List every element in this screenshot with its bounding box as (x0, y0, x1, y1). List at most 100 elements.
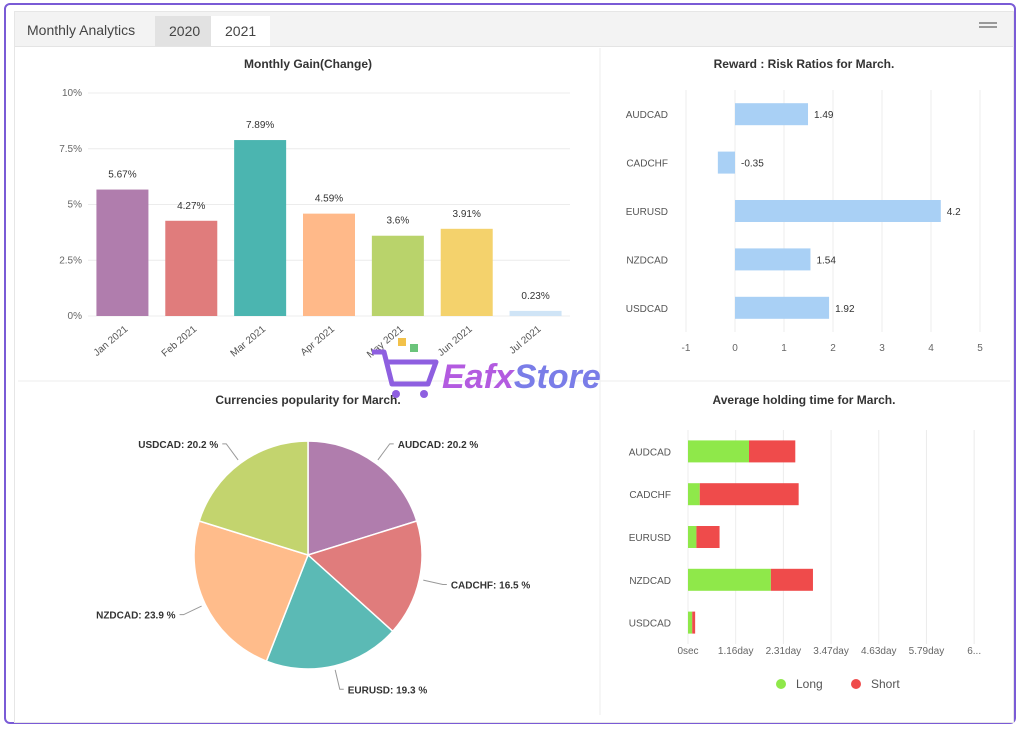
legend-label: Short (871, 677, 900, 691)
x-tick-label: 1.16day (718, 646, 754, 657)
bar (735, 200, 941, 222)
bar (735, 296, 830, 319)
bar (509, 310, 562, 316)
bar-value-label: 1.92 (835, 304, 855, 315)
x-tick-label: Jul 2021 (507, 324, 543, 357)
legend-marker (851, 679, 861, 689)
monthly-gain-title: Monthly Gain(Change) (244, 57, 372, 71)
pie-leader-line (423, 579, 447, 585)
reward-risk-title: Reward : Risk Ratios for March. (714, 57, 895, 71)
y-tick-label: 10% (62, 88, 82, 99)
bar-value-label: 5.67% (108, 170, 136, 181)
bar-value-label: 4.59% (315, 194, 343, 205)
x-tick-label: 5.79day (909, 646, 945, 657)
pie-slice (306, 520, 423, 633)
panel-title: Monthly Analytics (27, 22, 136, 38)
y-tick-label: EURUSD (629, 533, 671, 544)
pie-slice (193, 520, 309, 663)
holding-time-title: Average holding time for March. (713, 393, 896, 407)
x-tick-label: -1 (682, 343, 691, 354)
x-tick-label: 4.63day (861, 646, 897, 657)
x-tick-label: Jun 2021 (436, 324, 475, 359)
bar (303, 213, 355, 316)
menu-icon[interactable] (979, 22, 997, 32)
x-tick-label: 2.31day (766, 646, 802, 657)
y-tick-label: 7.5% (59, 144, 82, 155)
x-tick-label: 3 (879, 343, 885, 354)
bar (735, 103, 809, 126)
legend-label: Long (796, 677, 823, 691)
pie-slice-label: NZDCAD: 23.9 % (96, 611, 176, 622)
bar-segment (688, 568, 771, 591)
bar-value-label: 4.27% (177, 201, 205, 212)
tab-2020[interactable]: 2020 (155, 16, 215, 46)
bar-segment (692, 611, 696, 634)
bar-segment (688, 526, 697, 548)
x-tick-label: Jan 2021 (92, 324, 131, 359)
holding-time-chart: 0sec 1.16day 2.31day 3.47day 4.63day 5.79day 6… (629, 430, 981, 691)
x-tick-label: 0sec (677, 646, 698, 657)
bar-segment (688, 440, 750, 463)
legend-marker (776, 679, 786, 689)
pie-leader-line (179, 605, 202, 616)
y-tick-label: NZDCAD (626, 255, 668, 266)
y-tick-label: 2.5% (59, 255, 82, 266)
x-tick-label: Feb 2021 (160, 324, 200, 360)
pie-leader-line (222, 443, 239, 461)
pie-slice-label: CADCHF: 16.5 % (451, 580, 531, 591)
bar-segment (699, 483, 799, 506)
bar-value-label: -0.35 (741, 159, 764, 170)
panel-header: Monthly Analytics 2020 2021 (15, 12, 1013, 47)
bar-value-label: 0.23% (521, 291, 549, 302)
pie-leader-line (377, 443, 394, 461)
bar-value-label: 3.91% (453, 209, 481, 220)
bar (440, 228, 493, 316)
x-tick-label: 2 (830, 343, 836, 354)
currencies-pie-chart: AUDCAD: 20.2 % CADCHF: 16.5 % EURUSD: 19.3… (96, 440, 530, 696)
tab-2021[interactable]: 2021 (211, 16, 271, 46)
x-tick-label: 5 (977, 343, 983, 354)
bar-segment (749, 440, 796, 463)
x-tick-label: 0 (732, 343, 738, 354)
bar (735, 248, 811, 271)
pie-leader-line (334, 669, 344, 690)
reward-risk-chart: -1 0 1 2 3 4 5 1.49 AUDCAD -0.35 CADCHF 4.2 EURUSD 1.… (626, 90, 983, 354)
y-tick-label: NZDCAD (629, 576, 671, 587)
x-tick-label: 1 (781, 343, 787, 354)
bar (165, 220, 218, 316)
bar-segment (770, 568, 813, 591)
currencies-popularity-title: Currencies popularity for March. (215, 393, 400, 407)
bar-segment (688, 483, 700, 506)
x-tick-label: 6... (967, 646, 981, 657)
y-tick-label: CADCHF (629, 490, 671, 501)
pie-slice (198, 440, 309, 557)
y-tick-label: USDCAD (629, 619, 671, 630)
y-tick-label: AUDCAD (626, 110, 668, 121)
bar-segment (696, 526, 720, 548)
bar (96, 189, 149, 316)
bar (234, 140, 287, 316)
bar-value-label: 7.89% (246, 120, 274, 131)
x-tick-label: 4 (928, 343, 934, 354)
pie-slice (307, 440, 418, 557)
x-tick-label: 3.47day (813, 646, 849, 657)
cart-icon (372, 338, 439, 398)
y-tick-label: AUDCAD (629, 447, 671, 458)
watermark-logo: EafxStore (372, 338, 601, 398)
bar-value-label: 3.6% (386, 216, 409, 227)
bar (717, 151, 735, 174)
x-tick-label: Mar 2021 (229, 324, 269, 360)
watermark-text: EafxStore (442, 358, 601, 396)
pie-slice-label: EURUSD: 19.3 % (348, 685, 428, 696)
y-tick-label: 5% (68, 200, 83, 211)
bar-value-label: 1.54 (816, 255, 836, 266)
y-tick-label: USDCAD (626, 304, 668, 315)
pie-slice-label: AUDCAD: 20.2 % (398, 440, 479, 451)
pie-slice-label: USDCAD: 20.2 % (138, 440, 218, 451)
bar (371, 235, 424, 316)
y-tick-label: EURUSD (626, 207, 668, 218)
y-tick-label: CADCHF (626, 159, 668, 170)
pie-slice (265, 553, 394, 670)
monthly-gain-chart: 0% 2.5% 5% 7.5% 10% 5.67% Jan 2021 4.27% Feb 202… (59, 88, 570, 361)
